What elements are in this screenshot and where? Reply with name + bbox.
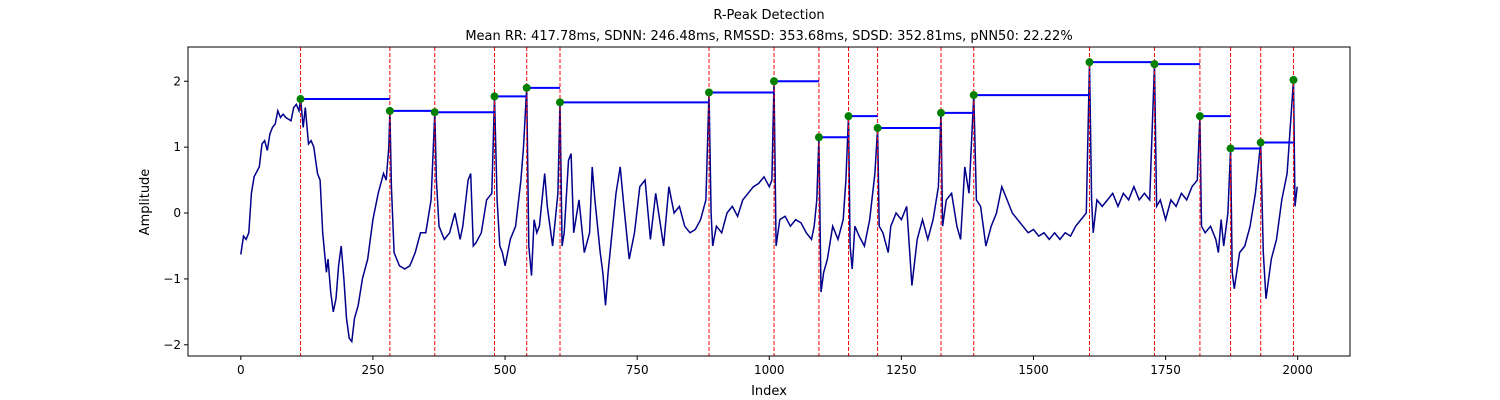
peak-marker <box>969 91 978 100</box>
peak-marker <box>1085 58 1094 67</box>
peak-marker <box>556 98 565 107</box>
peak-marker <box>1256 138 1265 147</box>
chart-subtitle: Mean RR: 417.78ms, SDNN: 246.48ms, RMSSD… <box>465 29 1072 44</box>
peak-marker <box>1226 144 1235 153</box>
x-tick-label: 1500 <box>1018 363 1049 377</box>
x-tick-label: 2000 <box>1282 363 1313 377</box>
x-tick-label: 1750 <box>1150 363 1181 377</box>
peak-marker <box>430 108 439 117</box>
signal-line <box>240 62 1298 344</box>
y-tick-label: −2 <box>163 338 181 352</box>
peak-marker <box>1195 112 1204 121</box>
peak-marker <box>522 83 531 92</box>
x-tick-label: 750 <box>626 363 649 377</box>
x-axis-label: Index <box>751 384 787 399</box>
y-tick-label: −1 <box>163 272 181 286</box>
x-tick-label: 250 <box>361 363 384 377</box>
x-tick-label: 1250 <box>886 363 917 377</box>
peak-marker <box>844 112 853 121</box>
y-tick-label: 1 <box>173 140 181 154</box>
chart-title: R-Peak Detection <box>713 8 824 23</box>
y-tick-label: 2 <box>173 74 181 88</box>
y-tick-label: 0 <box>173 206 181 220</box>
x-tick-label: 500 <box>494 363 517 377</box>
peak-marker <box>814 133 823 142</box>
peak-marker <box>873 124 882 133</box>
x-tick-label: 1000 <box>754 363 785 377</box>
peak-marker <box>296 95 305 104</box>
peak-marker <box>490 92 499 101</box>
peak-marker <box>770 77 779 86</box>
x-tick-label: 0 <box>237 363 245 377</box>
peak-marker <box>937 108 946 117</box>
peak-marker <box>385 106 394 115</box>
y-axis-label: Amplitude <box>138 169 153 236</box>
peak-marker <box>1150 60 1159 69</box>
peak-marker <box>705 88 714 97</box>
plot-frame <box>187 46 1351 357</box>
peak-marker <box>1289 75 1298 84</box>
